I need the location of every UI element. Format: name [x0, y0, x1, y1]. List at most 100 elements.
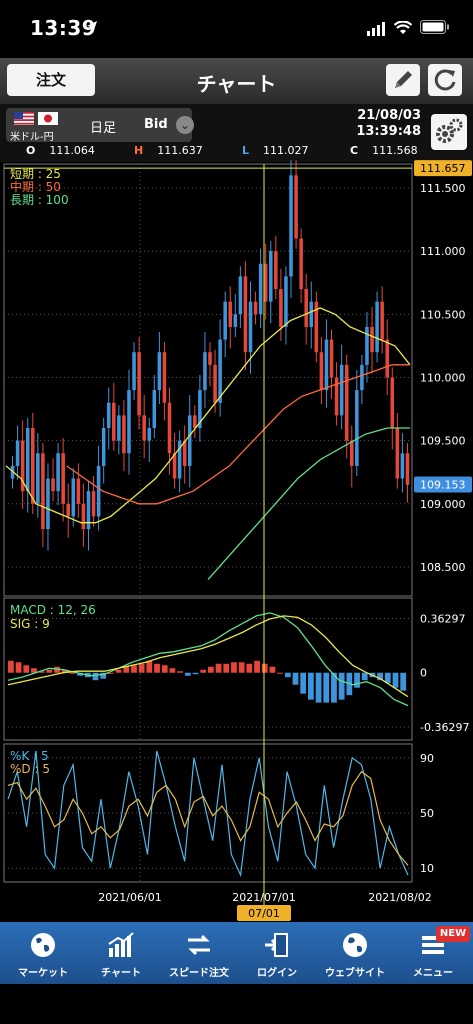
- tab-speed-order[interactable]: スピード注文: [160, 922, 238, 984]
- macd-histogram-bar: [161, 665, 168, 673]
- candle-body: [117, 415, 121, 441]
- macd-histogram-bar: [77, 672, 83, 676]
- draw-button[interactable]: [386, 64, 420, 96]
- wifi-icon: [394, 21, 412, 34]
- price-tick-label: 109.500: [420, 435, 466, 448]
- price-tick-label: 111.000: [420, 245, 466, 258]
- current-marker-bg: [414, 476, 472, 493]
- cursor-date-label: 07/01: [248, 907, 280, 920]
- candle-body: [228, 301, 233, 327]
- candle-body: [268, 251, 273, 302]
- refresh-button[interactable]: [428, 64, 462, 96]
- period-label[interactable]: 日足: [90, 121, 117, 136]
- price-tick-label: 109.000: [420, 498, 466, 511]
- macd-histogram-bar: [284, 672, 291, 678]
- candle-body: [112, 402, 116, 441]
- macd-histogram-bar: [169, 668, 176, 673]
- candle-body: [198, 390, 202, 428]
- macd-histogram-bar: [100, 672, 107, 679]
- macd-histogram-bar: [246, 663, 253, 673]
- symbol-selector[interactable]: 米ドル-円 日足 Bid ⌄: [6, 108, 194, 143]
- candle-body: [223, 301, 227, 340]
- candle-body: [385, 339, 389, 378]
- candle-body: [41, 453, 45, 530]
- candle-body: [20, 440, 25, 492]
- candle-body: [142, 415, 146, 441]
- macd-histogram-bar: [231, 662, 237, 673]
- candle-body: [76, 478, 81, 504]
- ohlc-open: O 111.064: [26, 144, 95, 157]
- ohlc-close: C 111.568: [350, 144, 418, 157]
- order-button[interactable]: 注文: [7, 64, 95, 96]
- macd-histogram-bar: [331, 672, 337, 703]
- candle-body: [122, 415, 126, 454]
- candle-body: [233, 314, 238, 327]
- tab-menu[interactable]: メニュー: [394, 922, 472, 984]
- candle-body: [370, 326, 374, 353]
- price-tick-label: 111.500: [420, 182, 466, 195]
- tab-chart[interactable]: チャート: [82, 922, 160, 984]
- macd-histogram-bar: [31, 668, 37, 673]
- price-tick-label: 110.000: [420, 371, 466, 384]
- candle-body: [152, 390, 157, 428]
- tab-bar: マーケット チャート スピード注文 ログイン ウェブサイト メニュー: [0, 922, 473, 984]
- candle-body: [208, 352, 212, 365]
- candle-body: [101, 428, 106, 466]
- candle-body: [182, 440, 187, 466]
- candle-body: [304, 289, 308, 327]
- macd-histogram-bar: [15, 662, 22, 673]
- chart-area[interactable]: 111.500 111.000 110.500 110.000 109.500 109.0…: [0, 160, 473, 922]
- tab-website[interactable]: ウェブサイト: [316, 922, 394, 984]
- price-type-label[interactable]: Bid: [144, 117, 168, 132]
- candle-body: [91, 491, 96, 517]
- price-tick-label: 108.500: [420, 561, 466, 574]
- candle-body: [289, 175, 293, 277]
- candle-body: [213, 364, 217, 403]
- macd-histogram-bar: [184, 672, 191, 676]
- cursor-label-bg: [237, 905, 291, 921]
- stoch-tick-label: 90: [420, 752, 434, 765]
- candle-body: [106, 402, 111, 428]
- candle-body: [390, 377, 395, 428]
- x-tick-label: 2021/06/01: [98, 891, 161, 904]
- symbol-label: 米ドル-円: [10, 132, 54, 143]
- macd-legend-item: SIG : 9: [10, 617, 50, 631]
- candle-body: [243, 276, 248, 353]
- ohlc-high: H 111.637: [134, 144, 203, 157]
- candle-body: [279, 289, 283, 327]
- macd-histogram-bar: [300, 672, 307, 694]
- us-flag-icon: [14, 112, 34, 125]
- candle-body: [25, 428, 30, 492]
- macd-histogram-bar: [92, 672, 99, 681]
- candle-body: [344, 364, 349, 441]
- jp-flag-icon: [38, 112, 58, 125]
- tab-market[interactable]: マーケット: [4, 922, 82, 984]
- tab-login[interactable]: ログイン: [238, 922, 316, 984]
- high-marker-label: 111.657: [420, 162, 466, 175]
- stoch-tick-label: 50: [420, 807, 434, 820]
- macd-histogram-bar: [146, 660, 153, 673]
- candle-body: [61, 453, 65, 504]
- chevron-down-icon[interactable]: ⌄: [176, 116, 194, 134]
- candle-body: [203, 352, 207, 391]
- candle-body: [193, 415, 197, 428]
- x-tick-label: 2021/08/02: [368, 891, 431, 904]
- location-arrow-icon: [87, 21, 97, 33]
- price-tick-label: 110.500: [420, 308, 466, 321]
- macd-histogram-bar: [277, 672, 283, 674]
- candle-body: [137, 352, 141, 416]
- settings-button[interactable]: [431, 114, 467, 150]
- candle-body: [319, 352, 324, 391]
- candle-body: [187, 415, 192, 466]
- candle-body: [56, 453, 60, 492]
- candle-body: [248, 301, 253, 353]
- macd-histogram-bar: [123, 666, 130, 673]
- macd-histogram-bar: [154, 663, 160, 673]
- stoch-tick-label: 10: [420, 862, 434, 875]
- stochastic-line: [7, 750, 409, 878]
- candle-body: [172, 453, 177, 479]
- candle-body: [81, 503, 86, 530]
- macd-histogram-bar: [308, 672, 314, 700]
- moving-average-line: [207, 427, 410, 581]
- macd-histogram-bar: [323, 672, 330, 703]
